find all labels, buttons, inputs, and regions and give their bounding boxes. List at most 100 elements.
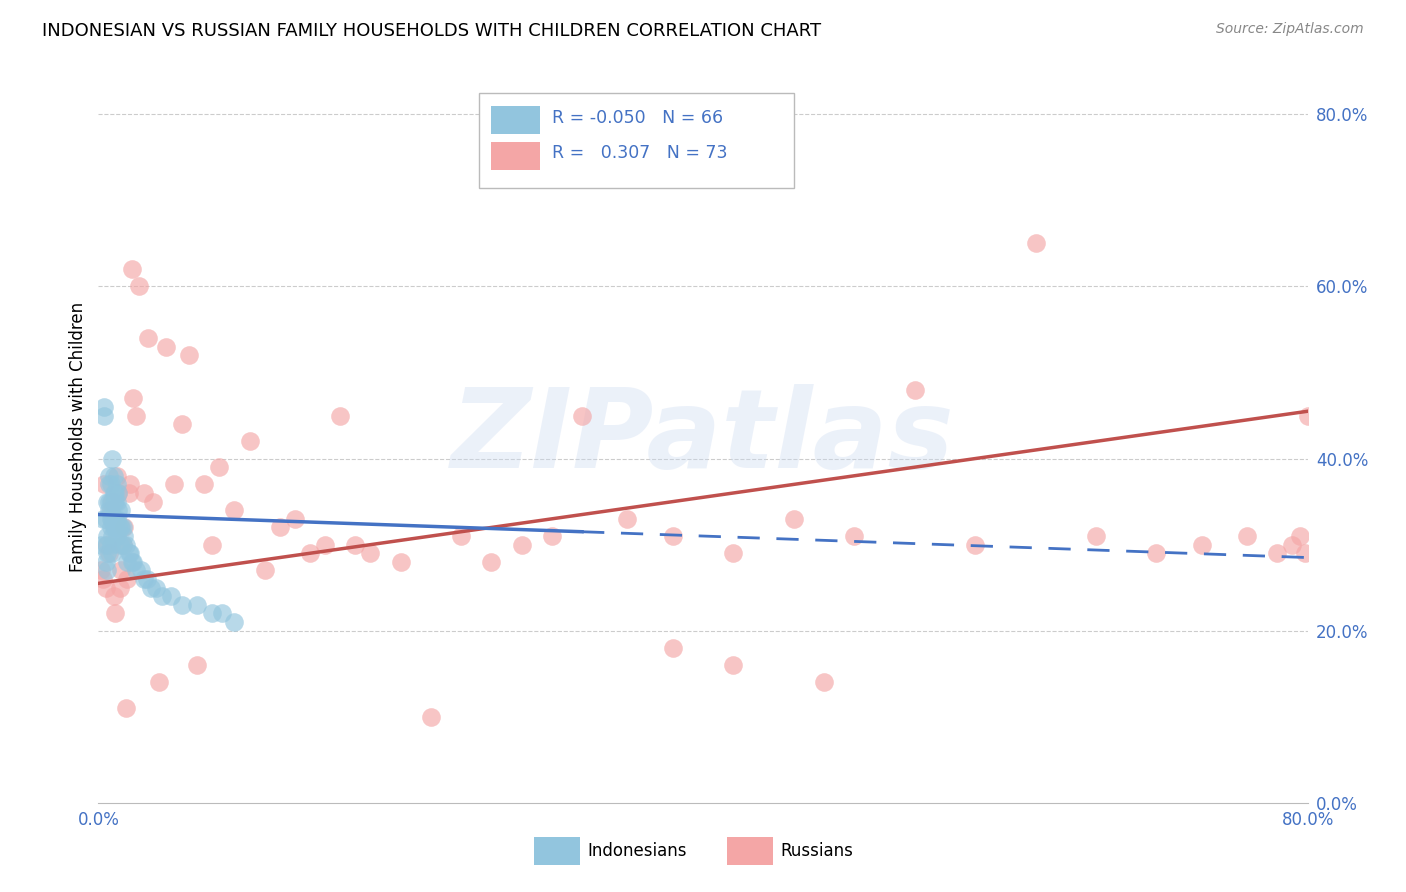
Point	[104, 494, 127, 508]
Point	[450, 529, 472, 543]
Point	[93, 400, 115, 414]
Point	[783, 512, 806, 526]
Point	[616, 512, 638, 526]
Point	[103, 468, 125, 483]
Point	[100, 477, 122, 491]
Point	[1294, 546, 1316, 560]
Point	[107, 486, 129, 500]
Point	[111, 520, 134, 534]
Point	[1289, 529, 1312, 543]
Point	[96, 546, 118, 560]
Point	[101, 512, 124, 526]
Point	[135, 572, 157, 586]
Point	[120, 546, 142, 560]
Point	[1267, 546, 1289, 560]
Point	[115, 555, 138, 569]
Point	[122, 555, 145, 569]
Point	[98, 546, 121, 560]
Point	[91, 572, 114, 586]
Text: Indonesians: Indonesians	[586, 842, 686, 860]
Bar	[492, 143, 540, 170]
Point	[101, 529, 124, 543]
Point	[115, 572, 138, 586]
Point	[91, 512, 114, 526]
Point	[170, 598, 193, 612]
Point	[104, 520, 127, 534]
Point	[120, 477, 142, 491]
Point	[103, 494, 125, 508]
Point	[105, 512, 128, 526]
Point	[160, 589, 183, 603]
Point	[239, 434, 262, 449]
Point	[96, 564, 118, 578]
Point	[101, 546, 124, 560]
Point	[105, 529, 128, 543]
Point	[360, 546, 382, 560]
Point	[98, 494, 121, 508]
Point	[224, 615, 246, 629]
Text: ZIPatlas: ZIPatlas	[451, 384, 955, 491]
Point	[105, 477, 128, 491]
Point	[93, 477, 115, 491]
Point	[101, 451, 124, 466]
Point	[510, 538, 533, 552]
Point	[93, 409, 115, 423]
Point	[107, 486, 129, 500]
Point	[224, 503, 246, 517]
Point	[110, 564, 132, 578]
Point	[389, 555, 412, 569]
Point	[101, 494, 124, 508]
Point	[100, 503, 122, 517]
Text: Source: ZipAtlas.com: Source: ZipAtlas.com	[1216, 22, 1364, 37]
Point	[105, 494, 128, 508]
Point	[104, 486, 127, 500]
Point	[211, 607, 233, 621]
Point	[150, 589, 173, 603]
Point	[94, 512, 117, 526]
Point	[420, 710, 443, 724]
Point	[100, 538, 122, 552]
Point	[186, 658, 208, 673]
Point	[132, 486, 155, 500]
Point	[481, 555, 503, 569]
Point	[112, 520, 135, 534]
Point	[193, 477, 215, 491]
Point	[114, 538, 136, 552]
Point	[107, 520, 129, 534]
Point	[145, 581, 167, 595]
Point	[129, 564, 152, 578]
Point	[121, 262, 143, 277]
Point	[904, 383, 927, 397]
Point	[103, 486, 125, 500]
Point	[170, 417, 193, 432]
Point	[571, 409, 593, 423]
Point	[186, 598, 208, 612]
Point	[90, 564, 112, 578]
Point	[122, 392, 145, 406]
Point	[104, 512, 127, 526]
Point	[98, 468, 121, 483]
Point	[125, 409, 148, 423]
Point	[540, 529, 562, 543]
Bar	[727, 838, 773, 865]
Point	[142, 494, 165, 508]
Point	[100, 520, 122, 534]
Point	[269, 520, 291, 534]
FancyBboxPatch shape	[479, 94, 793, 188]
Point	[201, 538, 224, 552]
Point	[94, 581, 117, 595]
Point	[155, 340, 177, 354]
Point	[148, 675, 170, 690]
Point	[103, 589, 125, 603]
Point	[314, 538, 336, 552]
Point	[94, 555, 117, 569]
Point	[1144, 546, 1167, 560]
Point	[1236, 529, 1258, 543]
Text: R =   0.307   N = 73: R = 0.307 N = 73	[551, 145, 727, 162]
Point	[128, 279, 150, 293]
Text: Russians: Russians	[780, 842, 853, 860]
Point	[100, 494, 122, 508]
Point	[132, 572, 155, 586]
Point	[121, 555, 143, 569]
Point	[344, 538, 367, 552]
